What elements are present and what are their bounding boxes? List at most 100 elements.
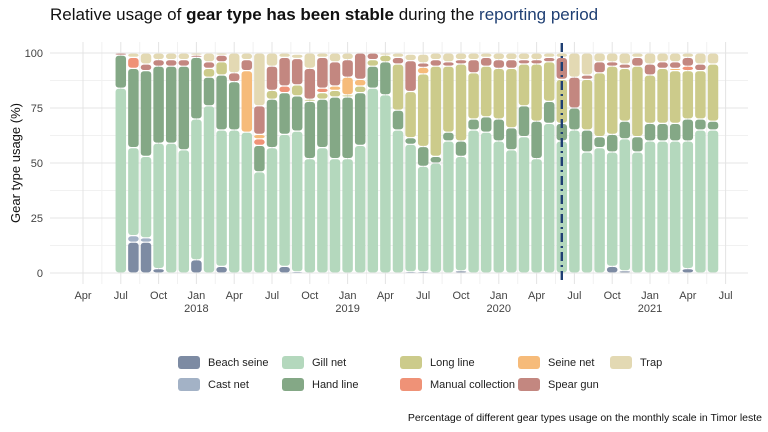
bar-segment-hand (417, 147, 429, 166)
legend-swatch-gill-net (282, 356, 304, 369)
legend-label: Spear gun (548, 378, 599, 391)
x-tick-label: Apr (377, 290, 394, 302)
bar-segment-gill (606, 152, 618, 266)
bar-segment-long (594, 73, 605, 136)
bar-segment-gill (291, 131, 303, 272)
bar-segment-trap (543, 53, 555, 57)
legend-item-spear-gun: Spear gun (518, 378, 610, 391)
bar-segment-trap (342, 53, 353, 59)
bar-segment-hand (468, 119, 479, 130)
bar-segment-beach (682, 269, 694, 273)
bar-segment-hand (329, 97, 341, 158)
title-prefix: Relative usage of (50, 5, 187, 24)
bar-segment-spear (417, 63, 429, 67)
bar-segment-hand (342, 97, 353, 158)
x-tick-label: Jan (339, 290, 357, 302)
bar-segment-long (354, 86, 366, 92)
bar-segment-hand (380, 62, 391, 95)
bar-segment-trap (153, 53, 164, 59)
bar-segment-gill (367, 88, 379, 273)
bar-segment-long (657, 69, 668, 123)
x-tick-label: Oct (452, 290, 469, 302)
x-tick-year-label: 2020 (487, 303, 511, 315)
bar-segment-trap (392, 53, 404, 57)
bar-segment-hand (695, 119, 706, 130)
bar-segment-beach (191, 260, 202, 273)
bar-segment-trap (380, 53, 391, 55)
bar-segment-hand (279, 93, 290, 134)
bar-segment-manual (279, 86, 290, 92)
bar-segment-gill (317, 148, 328, 273)
bar-segment-trap (657, 53, 668, 62)
bar-segment-spear (203, 62, 215, 68)
bar-segment-gill (594, 148, 605, 273)
bar-segment-hand (443, 132, 454, 141)
bar-segment-cast (128, 236, 139, 242)
legend-swatch-hand-line (282, 378, 304, 391)
bar-segment-spear (254, 106, 265, 134)
bar-segment-beach (128, 242, 139, 273)
bar-segment-hand (317, 99, 328, 147)
bar-segment-trap (241, 53, 253, 59)
bar-segment-beach (140, 242, 152, 273)
bar-segment-long (380, 55, 391, 62)
bar-segment-gill (178, 150, 190, 273)
bar-segment-long (606, 66, 618, 134)
bar-segment-gill (329, 159, 341, 273)
bar-segment-spear (657, 62, 668, 68)
bar-segment-spear (455, 60, 467, 64)
bar-segment-trap (480, 53, 492, 57)
x-tick-label: Jul (719, 290, 733, 302)
legend-label: Cast net (208, 378, 249, 391)
legend-swatch-long-line (400, 356, 422, 369)
bar-segment-seine (241, 71, 253, 132)
bar-segment-gill (632, 152, 643, 273)
bar-segment-manual (317, 88, 328, 92)
x-tick-label: Oct (150, 290, 167, 302)
bar-segment-long (682, 71, 694, 119)
bar-segment-long (417, 74, 429, 146)
legend-item-trap: Trap (610, 356, 670, 369)
bar-segment-gill (417, 166, 429, 272)
bar-segment-hand (228, 82, 240, 130)
bar-segment-gill (581, 152, 593, 273)
bar-segment-spear (291, 59, 303, 85)
legend-swatch-trap (610, 356, 632, 369)
y-tick-label: 0 (37, 268, 43, 280)
legend-item-beach-seine: Beach seine (178, 356, 282, 369)
title-accent: reporting period (479, 5, 599, 24)
bar-segment-hand (657, 124, 668, 141)
bar-segment-spear (216, 55, 227, 62)
bar-segment-trap (493, 53, 505, 59)
x-tick-year-label: 2021 (638, 303, 662, 315)
bar-segment-trap (317, 53, 328, 57)
bar-segment-long (367, 60, 379, 66)
legend-label: Trap (640, 356, 663, 369)
bar-segment-trap (644, 53, 656, 64)
bar-segment-trap (695, 53, 706, 64)
legend-swatch-cast-net (178, 378, 200, 391)
bar-segment-spear (695, 64, 706, 70)
bar-segment-long (632, 66, 643, 136)
legend-label: Gill net (312, 356, 347, 369)
bar-segment-trap (228, 53, 240, 73)
bar-segment-gill (342, 159, 353, 273)
bar-segment-hand (606, 135, 618, 152)
chart-title: Relative usage of gear type has been sta… (50, 5, 598, 25)
bar-segment-spear (115, 53, 127, 55)
bar-segment-seine (254, 135, 265, 139)
bar-segment-gill (241, 132, 253, 273)
legend-label: Manual collection (430, 378, 515, 391)
bar-segment-long (581, 80, 593, 130)
bar-segment-trap (531, 53, 542, 59)
bar-segment-long (329, 91, 341, 97)
legend-item-seine-net: Seine net (518, 356, 610, 369)
bar-segment-trap (178, 53, 190, 59)
bar-segment-long (493, 69, 505, 119)
bar-segment-beach (153, 269, 164, 273)
legend: Beach seine Gill net Long line Seine net… (178, 356, 670, 391)
bar-segment-long (518, 64, 530, 106)
bar-segment-trap (405, 54, 416, 61)
bar-segment-spear (581, 75, 593, 79)
x-tick-label: Oct (301, 290, 318, 302)
